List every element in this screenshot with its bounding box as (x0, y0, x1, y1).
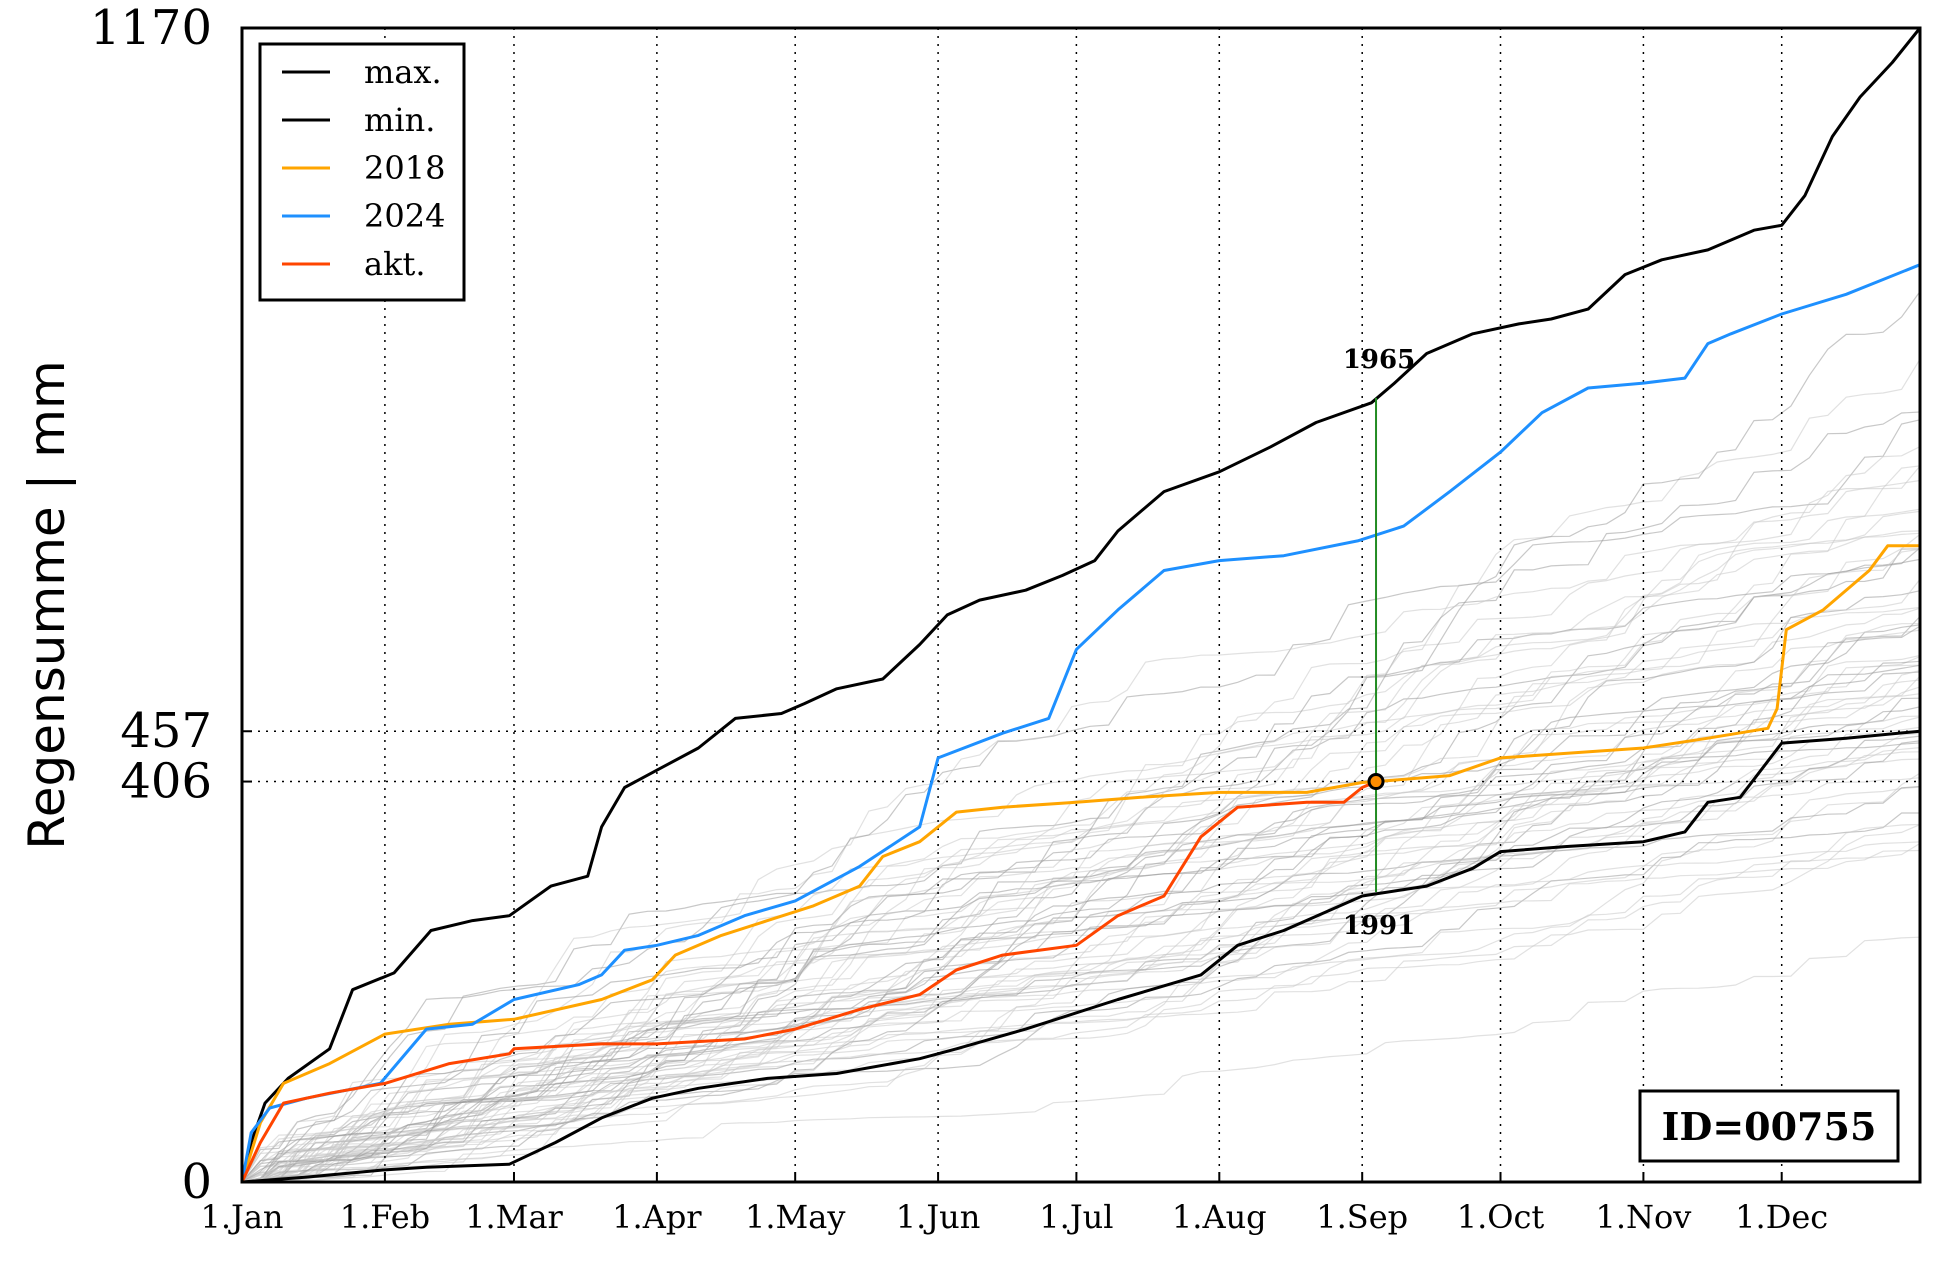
station-id-label: ID=00755 (1662, 1104, 1877, 1149)
station-id-box: ID=00755 (1638, 1089, 1900, 1163)
y-tick-label: 0 (181, 1154, 212, 1210)
background-year-line (241, 411, 1921, 1183)
background-year-line (241, 823, 1921, 1183)
annotations: 1965 1991 (1343, 345, 1415, 941)
background-year-line (241, 358, 1921, 1183)
background-year-line (241, 747, 1921, 1183)
series-line-akt (240, 780, 1377, 1183)
background-year-line (241, 715, 1921, 1183)
background-year-line (241, 706, 1921, 1183)
background-year-line (241, 465, 1921, 1183)
x-tick-label: 1.Feb (340, 1198, 430, 1236)
background-year-line (241, 660, 1921, 1183)
grid (242, 27, 1920, 1182)
background-year-line (241, 824, 1921, 1183)
background-year-line (241, 849, 1921, 1183)
background-year-line (241, 664, 1921, 1183)
background-year-line (241, 419, 1921, 1183)
annotation-max-year: 1965 (1343, 345, 1415, 375)
y-tick-label: 406 (120, 754, 212, 810)
x-tick-label: 1.Jan (200, 1198, 283, 1236)
background-year-line (241, 607, 1921, 1183)
x-tick-label: 1.Sep (1316, 1198, 1408, 1236)
x-tick-label: 1.Aug (1172, 1198, 1267, 1236)
background-year-line (241, 623, 1920, 1183)
background-year-line (241, 675, 1921, 1183)
background-year-line (241, 758, 1921, 1183)
background-year-line (241, 842, 1921, 1183)
current-value-marker (1367, 773, 1385, 791)
legend-label: akt. (364, 245, 426, 283)
background-year-line (241, 465, 1921, 1183)
background-year-line (241, 841, 1921, 1183)
background-year-line (241, 656, 1921, 1183)
background-year-line (241, 590, 1921, 1183)
background-year-line (241, 548, 1921, 1183)
plot-frame (240, 26, 1922, 1184)
legend-label: 2018 (364, 149, 445, 187)
y-tick-label: 1170 (90, 0, 212, 56)
series-lines (240, 27, 1922, 1184)
background-year-line (241, 732, 1921, 1183)
background-year-line (241, 777, 1921, 1183)
background-year-line (241, 936, 1921, 1183)
x-tick-label: 1.Dec (1735, 1198, 1828, 1236)
axes: 1.Jan 1.Feb 1.Mar 1.Apr 1.May 1.Jun 1.Jul 1.Aug… (18, 0, 1828, 1236)
x-tick-label: 1.Nov (1595, 1198, 1691, 1236)
series-line-2024 (240, 263, 1921, 1183)
background-year-line (241, 533, 1921, 1183)
series-line-2018 (240, 544, 1920, 1183)
x-tick-label: 1.Mar (465, 1198, 563, 1236)
legend-label: min. (364, 101, 435, 139)
legend-label: 2024 (364, 197, 445, 235)
series-line-max (240, 27, 1922, 1183)
x-tick-label: 1.Jul (1039, 1198, 1113, 1236)
legend-label: max. (364, 53, 442, 91)
background-year-line (241, 558, 1921, 1183)
x-tick-label: 1.Oct (1457, 1198, 1545, 1236)
background-year-line (241, 669, 1921, 1183)
historical-years-background (241, 291, 1921, 1183)
background-year-line (241, 510, 1921, 1183)
background-year-line (241, 530, 1921, 1183)
x-tick-label: 1.Jun (896, 1198, 981, 1236)
background-year-line (241, 654, 1921, 1183)
background-year-line (241, 664, 1921, 1183)
series-line-min (241, 729, 1921, 1184)
x-tick-label: 1.Apr (612, 1198, 702, 1236)
background-year-line (241, 446, 1921, 1183)
y-tick-label: 457 (120, 703, 212, 759)
legend-box (258, 42, 466, 302)
y-axis-title: Regensumme | mm (18, 360, 76, 849)
background-year-line (241, 693, 1921, 1183)
background-year-line (241, 740, 1921, 1183)
background-year-line (241, 625, 1921, 1183)
background-year-line (241, 291, 1921, 1183)
background-year-line (241, 606, 1921, 1183)
id-box-frame (1638, 1089, 1900, 1163)
x-tick-label: 1.May (745, 1198, 845, 1236)
background-year-line (241, 751, 1921, 1183)
background-year-line (241, 508, 1921, 1183)
annotation-min-year: 1991 (1343, 911, 1415, 941)
legend: max. min. 2018 2024 akt. (258, 42, 466, 302)
